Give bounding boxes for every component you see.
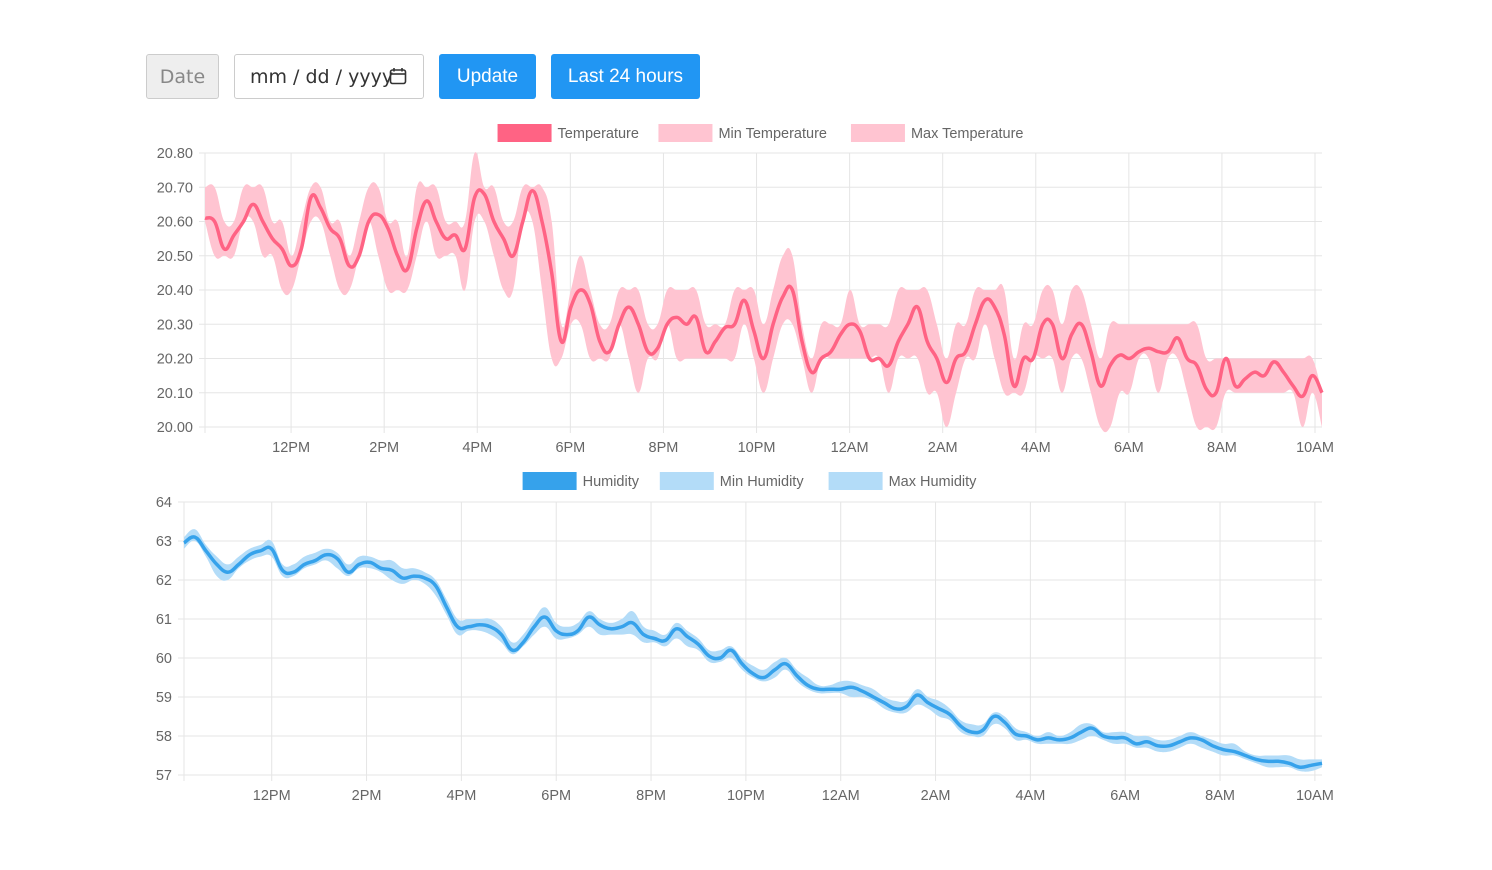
y-tick-label: 20.10 (157, 386, 193, 402)
date-input[interactable]: mm / dd / yyyy (234, 54, 424, 99)
legend-label: Temperature (558, 126, 639, 142)
y-tick-label: 60 (156, 651, 172, 667)
y-tick-label: 61 (156, 612, 172, 628)
x-tick-label: 10AM (1296, 788, 1334, 804)
x-tick-label: 12PM (253, 788, 291, 804)
x-tick-label: 12AM (822, 788, 860, 804)
x-tick-label: 6AM (1110, 788, 1140, 804)
legend-swatch (829, 472, 883, 490)
x-tick-label: 2AM (928, 440, 958, 456)
x-tick-label: 12AM (831, 440, 869, 456)
x-tick-label: 8PM (636, 788, 666, 804)
x-tick-label: 6AM (1114, 440, 1144, 456)
y-tick-label: 59 (156, 690, 172, 706)
legend-label: Max Humidity (889, 474, 978, 490)
legend-swatch (523, 472, 577, 490)
x-tick-label: 2AM (921, 788, 951, 804)
x-tick-label: 8AM (1207, 440, 1237, 456)
y-tick-label: 64 (156, 495, 172, 511)
calendar-icon[interactable] (389, 67, 407, 85)
x-tick-label: 8PM (649, 440, 679, 456)
x-tick-label: 10PM (738, 440, 776, 456)
x-tick-label: 6PM (541, 788, 571, 804)
y-tick-label: 20.60 (157, 215, 193, 231)
y-tick-label: 20.40 (157, 283, 193, 299)
x-tick-label: 4AM (1021, 440, 1051, 456)
legend-label: Humidity (583, 474, 640, 490)
x-tick-label: 6PM (555, 440, 585, 456)
legend-swatch (498, 124, 552, 142)
y-tick-label: 63 (156, 534, 172, 550)
y-tick-label: 20.80 (157, 146, 193, 162)
humidity-min-max-band (184, 529, 1322, 772)
x-tick-label: 10PM (727, 788, 765, 804)
humidity-chart: 57 58 59 60 61 62 63 64 12PM 2PM 4PM 6PM 8PM 10PM 12AM… (0, 460, 1492, 810)
x-tick-label: 12PM (272, 440, 310, 456)
legend-label: Min Temperature (718, 126, 827, 142)
y-tick-label: 20.00 (157, 420, 193, 436)
x-tick-label: 4PM (462, 440, 492, 456)
update-button[interactable]: Update (439, 54, 536, 99)
y-tick-label: 20.50 (157, 249, 193, 265)
y-tick-label: 58 (156, 729, 172, 745)
last-24-hours-button[interactable]: Last 24 hours (551, 54, 700, 99)
x-tick-label: 2PM (352, 788, 382, 804)
legend-swatch (660, 472, 714, 490)
y-tick-label: 20.70 (157, 180, 193, 196)
legend-label: Max Temperature (911, 126, 1024, 142)
x-tick-label: 8AM (1205, 788, 1235, 804)
x-tick-label: 4AM (1015, 788, 1045, 804)
legend-swatch (851, 124, 905, 142)
x-tick-label: 10AM (1296, 440, 1334, 456)
legend-label: Min Humidity (720, 474, 805, 490)
y-tick-label: 57 (156, 768, 172, 784)
date-label: Date (146, 54, 219, 99)
x-tick-label: 4PM (446, 788, 476, 804)
x-tick-label: 2PM (369, 440, 399, 456)
y-tick-label: 20.20 (157, 352, 193, 368)
date-input-placeholder: mm / dd / yyyy (250, 66, 393, 88)
legend-swatch (658, 124, 712, 142)
temperature-min-max-band (205, 152, 1322, 432)
y-tick-label: 62 (156, 573, 172, 589)
temperature-chart: 20.00 20.10 20.20 20.30 20.40 20.50 20.60 20.70… (0, 110, 1492, 460)
y-tick-label: 20.30 (157, 317, 193, 333)
